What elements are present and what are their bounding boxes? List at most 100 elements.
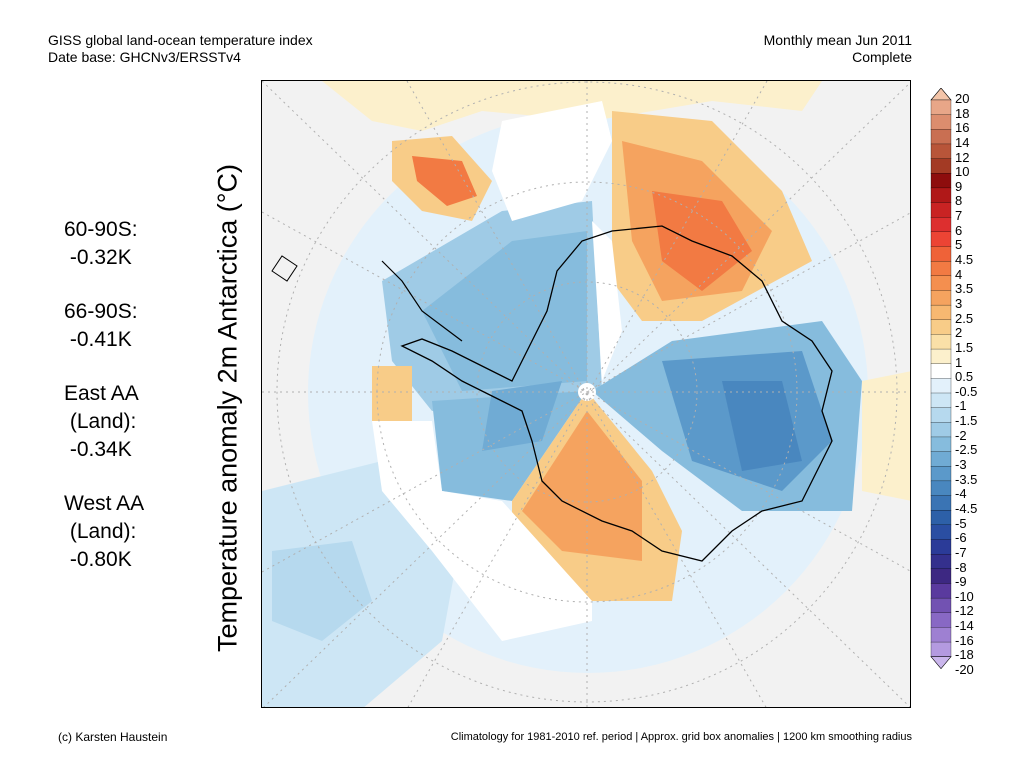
colorbar-swatch [930, 348, 952, 365]
colorbar-tick-label: -7 [955, 544, 967, 560]
colorbar-swatch [930, 114, 952, 130]
colorbar-swatch [930, 246, 952, 262]
period-line-1: Monthly mean Jun 2011 [763, 32, 912, 48]
colorbar-swatch [930, 524, 952, 540]
colorbar-tick-label: -4.5 [955, 500, 978, 516]
credit-text: (c) Karsten Haustein [58, 730, 168, 744]
anomaly-patch-north [322, 81, 822, 131]
stat-value: -0.32K [64, 246, 132, 269]
anomaly-patch-center [482, 381, 562, 451]
colorbar-swatch [930, 480, 952, 496]
colorbar-tick-label: -1 [955, 398, 967, 414]
colorbar-swatch [930, 319, 952, 335]
antarctica-coastline [400, 225, 833, 562]
colorbar-tick-label: -1.5 [955, 413, 978, 429]
colorbar-tick-label: 7 [955, 208, 963, 224]
stat-label: 60-90S: [64, 218, 138, 241]
colorbar-tick-label: 0.5 [955, 369, 974, 385]
colorbar-tick-label: 16 [955, 120, 970, 136]
colorbar-tick-label: 4 [955, 266, 963, 282]
no-data-gap-south [372, 421, 592, 641]
stat-sublabel: (Land): [64, 520, 137, 543]
colorbar-tick-label: 3 [955, 295, 963, 311]
colorbar-tick-label: 20 [955, 91, 970, 106]
colorbar-swatch [930, 539, 952, 555]
y-axis-label: Temperature anomaly 2m Antarctica (°C) [212, 164, 243, 652]
colorbar-tick-label: -0.5 [955, 383, 978, 399]
colorbar-tick-label: 10 [955, 164, 970, 180]
anomaly-patch-east [862, 371, 910, 501]
colorbar-swatch [930, 334, 952, 350]
colorbar-swatch [930, 260, 952, 277]
colorbar-swatch [930, 99, 952, 116]
stat-west-aa: West AA (Land): -0.80K [64, 490, 144, 574]
colorbar-tick-label: 3.5 [955, 281, 974, 297]
anomaly-patch-warm-south-core [522, 411, 642, 561]
colorbar-swatch [930, 173, 952, 189]
colorbar-swatch [930, 495, 952, 511]
colorbar-swatch [930, 641, 952, 658]
colorbar-swatch [930, 553, 952, 570]
colorbar-tick-label: -5 [955, 515, 967, 531]
anomaly-patch-warm-nw-core [412, 156, 477, 206]
footer-note: Climatology for 1981-2010 ref. period | … [450, 731, 912, 743]
colorbar-swatch [930, 275, 952, 291]
colorbar-swatch [930, 510, 952, 526]
colorbar-swatch [930, 363, 952, 379]
anomaly-patch-warm-w [372, 366, 412, 421]
colorbar-swatch [930, 583, 952, 599]
anomaly-patch-warm-ne-core [652, 191, 752, 291]
colorbar-tick-label: -20 [955, 661, 974, 677]
no-data-gap-center [592, 221, 622, 381]
stat-value: -0.34K [64, 438, 132, 461]
colorbar-tick-label: 4.5 [955, 252, 974, 268]
colorbar-swatch [930, 304, 952, 321]
regional-stats: 60-90S: -0.32K 66-90S: -0.41K East AA (L… [64, 216, 144, 600]
stat-value: -0.41K [64, 328, 132, 351]
colorbar-labels: 20 18 16 14 12 10 9 8 7 6 5 4.5 4 3.5 3 2.5 2 1.5 1 0.5 -0.5… [955, 91, 978, 678]
colorbar-swatch [930, 436, 952, 453]
colorbar-tick-label: -4 [955, 486, 967, 502]
stat-east-aa: East AA (Land): -0.34K [64, 380, 144, 464]
colorbar-swatch [930, 217, 952, 233]
anomaly-patch-west-core [422, 231, 587, 391]
colorbar-swatch [930, 158, 952, 174]
colorbar-swatch [930, 392, 952, 409]
colorbar-swatch [930, 422, 952, 438]
colorbar-tick-label: 14 [955, 134, 970, 150]
colorbar-arrow-bottom [930, 656, 952, 670]
peninsula-coastline [381, 260, 463, 342]
colorbar-svg [930, 87, 952, 670]
title-line-2: Date base: GHCNv3/ERSSTv4 [48, 49, 241, 65]
colorbar-tick-label: -12 [955, 603, 974, 619]
colorbar-swatch [930, 187, 952, 204]
colorbar-tick-label: -2.5 [955, 442, 978, 458]
colorbar-tick-label: -8 [955, 559, 967, 575]
colorbar [929, 87, 953, 698]
colorbar-tick-label: 8 [955, 193, 963, 209]
colorbar-tick-label: -9 [955, 574, 967, 590]
colorbar-swatch [930, 597, 952, 614]
colorbar-tick-label: -3.5 [955, 471, 978, 487]
colorbar-swatch [930, 627, 952, 643]
colorbar-tick-label: 6 [955, 222, 963, 238]
period-line-2: Complete [852, 49, 912, 65]
colorbar-swatch [930, 143, 952, 160]
title-line-1: GISS global land-ocean temperature index [48, 32, 313, 48]
map-title: GISS global land-ocean temperature index… [48, 32, 313, 66]
south-america-coastline [271, 255, 298, 282]
stat-value: -0.80K [64, 548, 132, 571]
colorbar-tick-label: -18 [955, 647, 974, 663]
colorbar-swatch [930, 466, 952, 482]
colorbar-swatch [930, 378, 952, 394]
colorbar-swatch [930, 202, 952, 218]
colorbar-tick-label: 1 [955, 354, 963, 370]
period-info: Monthly mean Jun 2011 Complete [764, 32, 912, 66]
colorbar-tick-label: -2 [955, 427, 967, 443]
colorbar-swatch [930, 231, 952, 247]
no-data-gap-north [492, 101, 612, 221]
colorbar-swatch [930, 129, 952, 145]
colorbar-swatch [930, 568, 952, 584]
anomaly-patch-east-deep [722, 381, 802, 471]
colorbar-tick-label: 5 [955, 237, 963, 253]
